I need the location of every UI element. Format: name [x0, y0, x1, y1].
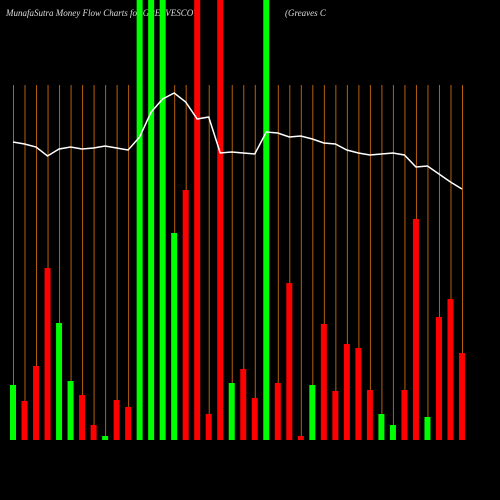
bar	[378, 414, 385, 440]
bar	[228, 383, 235, 440]
bar	[251, 398, 258, 440]
bar	[205, 414, 212, 440]
bar	[67, 381, 74, 440]
bar	[240, 369, 247, 440]
bar	[435, 317, 442, 440]
bar	[102, 436, 109, 440]
bar	[10, 385, 16, 440]
money-flow-line	[12, 92, 463, 190]
bar	[44, 268, 51, 440]
bar	[355, 348, 362, 440]
chart-subtitle: (Greaves C	[285, 8, 327, 18]
bar	[343, 344, 350, 440]
bar	[171, 233, 178, 440]
bar	[182, 190, 189, 440]
bar	[217, 0, 224, 440]
bar	[21, 401, 28, 440]
bar	[125, 407, 132, 440]
bar	[286, 283, 293, 440]
bar	[412, 219, 419, 440]
bar	[274, 383, 281, 440]
bar	[33, 366, 40, 440]
bar	[79, 395, 86, 440]
bar	[424, 417, 431, 440]
bar	[113, 400, 120, 440]
bar	[297, 436, 304, 440]
bar	[459, 353, 465, 440]
bar	[56, 323, 63, 440]
bar	[447, 299, 454, 440]
bar	[90, 425, 97, 440]
bar	[159, 0, 166, 440]
bar	[194, 0, 201, 440]
bar	[309, 385, 316, 440]
bar	[263, 0, 270, 440]
bar	[332, 391, 339, 440]
bar	[401, 390, 408, 440]
bar	[148, 0, 155, 440]
bar	[366, 390, 373, 440]
bar	[389, 425, 396, 440]
bar	[320, 324, 327, 440]
bar	[136, 0, 143, 440]
chart-title: MunafaSutra Money Flow Charts for GREAVE…	[5, 8, 199, 18]
